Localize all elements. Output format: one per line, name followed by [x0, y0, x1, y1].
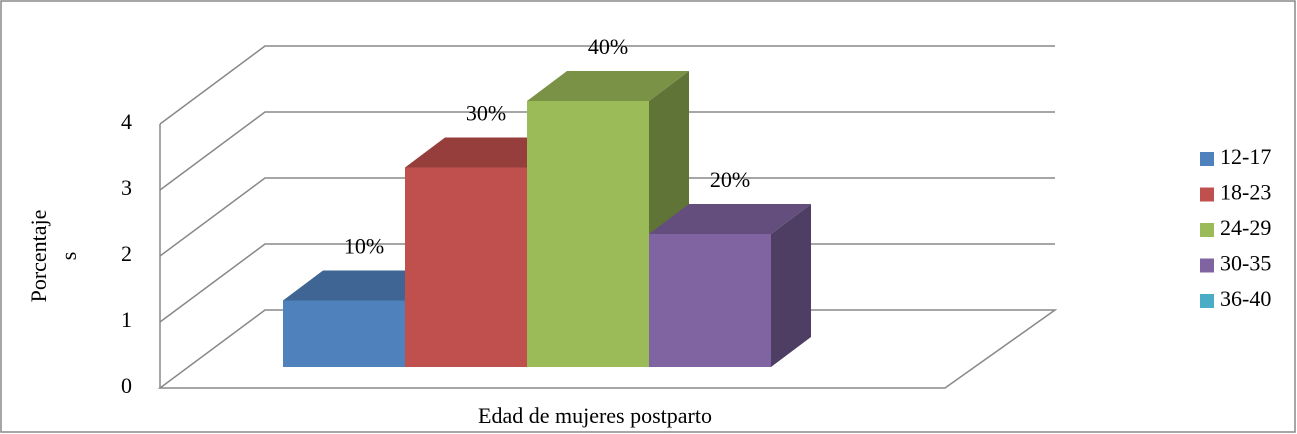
y-axis-label: Porcentaje s — [26, 210, 81, 303]
legend-label: 12-17 — [1220, 144, 1271, 169]
legend-label: 18-23 — [1220, 180, 1271, 205]
legend-swatch — [1200, 187, 1214, 202]
grid-line — [159, 111, 1055, 191]
bar-top — [527, 71, 689, 101]
bar — [405, 167, 527, 367]
y-tick-label: 1 — [121, 307, 132, 332]
y-tick-label: 3 — [121, 175, 132, 200]
data-label: 10% — [344, 234, 384, 259]
y-axis-label-line: s — [56, 252, 81, 261]
bar — [649, 234, 771, 367]
bar-top — [283, 270, 445, 301]
bar-top — [649, 204, 811, 234]
data-label: 20% — [710, 167, 750, 192]
bar — [527, 101, 649, 367]
legend-swatch — [1200, 294, 1214, 308]
floor — [157, 309, 1058, 389]
legend-swatch — [1200, 152, 1214, 166]
legend-swatch — [1200, 223, 1214, 237]
data-label: 30% — [466, 101, 506, 126]
legend-label: 36-40 — [1220, 286, 1271, 311]
y-tick-label: 2 — [121, 241, 132, 266]
grid-line — [159, 45, 1055, 125]
grid-line — [159, 177, 1055, 257]
legend-label: 30-35 — [1220, 251, 1271, 276]
legend-label: 24-29 — [1220, 215, 1271, 240]
y-axis-label-line: Porcentaje — [26, 210, 51, 303]
bar-top — [405, 137, 567, 168]
x-tick-label: Edad de mujeres postparto — [478, 403, 712, 428]
bar — [283, 300, 405, 367]
bar-side — [771, 204, 811, 367]
data-label: 40% — [588, 34, 628, 59]
legend-swatch — [1200, 258, 1214, 273]
y-tick-label: 4 — [121, 109, 132, 134]
y-tick-label: 0 — [121, 373, 132, 398]
